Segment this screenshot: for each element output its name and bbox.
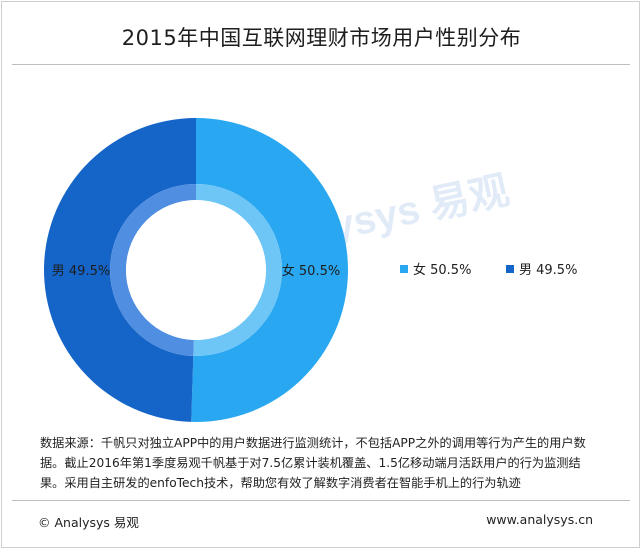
legend-swatch-0 bbox=[400, 265, 408, 273]
title-divider bbox=[12, 64, 630, 65]
copyright-text: © Analysys 易观 bbox=[38, 515, 139, 530]
donut-inner-ring-1 bbox=[110, 184, 196, 356]
footer-divider bbox=[12, 500, 630, 501]
donut-slice-1 bbox=[43, 118, 197, 422]
data-source-note: 数据来源：千帆只对独立APP中的用户数据进行监测统计，不包括APP之外的调用等行… bbox=[40, 436, 586, 490]
legend-label-1: 男 49.5% bbox=[519, 263, 577, 278]
legend-swatch-1 bbox=[506, 265, 514, 273]
donut-hole bbox=[126, 200, 266, 340]
donut-inner-ring-0 bbox=[193, 184, 283, 356]
legend-label-0: 女 50.5% bbox=[413, 262, 471, 278]
data-label-0: 女 50.5% bbox=[282, 263, 340, 279]
website-link[interactable]: www.analysys.cn bbox=[486, 512, 593, 527]
data-label-1: 男 49.5% bbox=[52, 264, 110, 279]
chart-title: 2015年中国互联网理财市场用户性别分布 bbox=[121, 26, 522, 50]
legend: 女 50.5% 男 49.5% bbox=[400, 262, 577, 278]
donut-slice-0 bbox=[191, 118, 348, 423]
data-labels: 女 50.5% 男 49.5% bbox=[52, 263, 340, 279]
donut-slices bbox=[43, 118, 348, 423]
